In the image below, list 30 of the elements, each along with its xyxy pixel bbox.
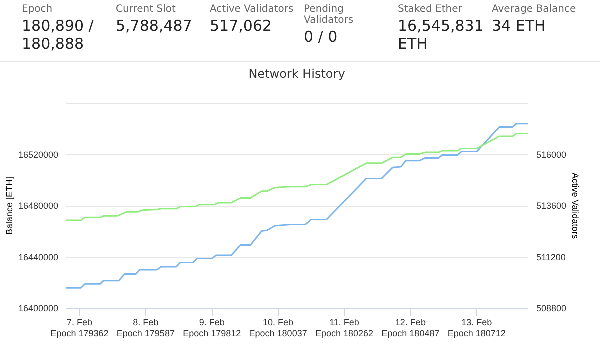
text: Pending Validators xyxy=(304,4,355,26)
text: 180,890 / 180,888 xyxy=(22,17,95,53)
x-tick-label: 7. Feb Epoch 179362 xyxy=(50,318,109,338)
text: Active Validators xyxy=(210,4,295,15)
y-tick-label: 16400000 xyxy=(18,304,58,314)
text: Current Slot xyxy=(116,4,177,15)
x-tick-label: 9. Feb Epoch 179812 xyxy=(183,318,242,338)
y-tick-label: 16520000 xyxy=(18,150,58,160)
chart-title: Network History xyxy=(248,67,346,81)
text: Epoch xyxy=(22,4,54,15)
y2-tick-label: 511200 xyxy=(536,252,566,262)
y-tick-label: 16440000 xyxy=(18,252,58,262)
x-tick-label: 13. Feb Epoch 180712 xyxy=(448,318,506,338)
text: 16,545,831 ETH xyxy=(398,17,484,53)
y2-tick-label: 513600 xyxy=(536,201,567,211)
text: 5,788,487 xyxy=(116,17,194,35)
x-tick-label: 11. Feb Epoch 180262 xyxy=(315,318,374,338)
text: 34 ETH xyxy=(492,17,547,35)
y2-axis-title: Active Validators xyxy=(570,172,581,240)
text: Average Balance xyxy=(492,4,578,15)
text: Staked Ether xyxy=(398,4,464,15)
text: 0 / 0 xyxy=(304,28,339,46)
y2-tick-label: 516000 xyxy=(536,150,567,160)
x-tick-label: 12. Feb Epoch 180487 xyxy=(382,318,440,338)
y2-tick-label: 508800 xyxy=(536,304,567,314)
y-axis-title: Balance [ETH] xyxy=(4,176,14,236)
text: 517,062 xyxy=(210,17,274,35)
y-tick-label: 16480000 xyxy=(18,201,58,211)
x-tick-label: 8. Feb Epoch 179587 xyxy=(116,318,175,338)
x-tick-label: 10. Feb Epoch 180037 xyxy=(249,318,308,338)
